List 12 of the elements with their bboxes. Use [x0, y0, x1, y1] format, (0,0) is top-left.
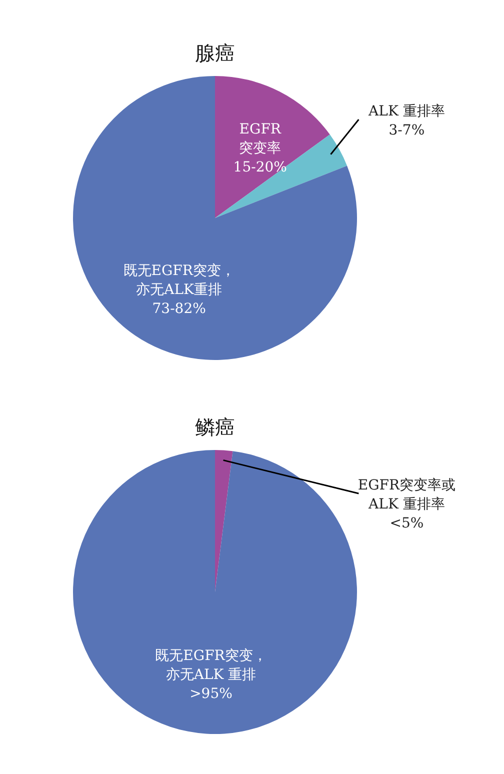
slice-label: EGFR 突变率 15-20%	[233, 121, 287, 176]
slice-label: ALK 重排率 3-7%	[368, 104, 445, 138]
pie-slice	[215, 134, 348, 218]
pie-slice	[215, 450, 233, 592]
slice-label: EGFR突变率或 ALK 重排率 <5%	[358, 478, 456, 532]
slice-label: 既无EGFR突变，亦无ALK重排 73-82%	[123, 262, 235, 317]
pie-slice	[73, 76, 357, 360]
pie-slice	[215, 76, 330, 218]
slice-label: 既无EGFR突变，亦无ALK 重排 >95%	[155, 648, 267, 702]
chart-title: 腺癌	[195, 41, 235, 65]
chart-title: 鳞癌	[195, 415, 235, 439]
pie-slice	[73, 450, 357, 734]
